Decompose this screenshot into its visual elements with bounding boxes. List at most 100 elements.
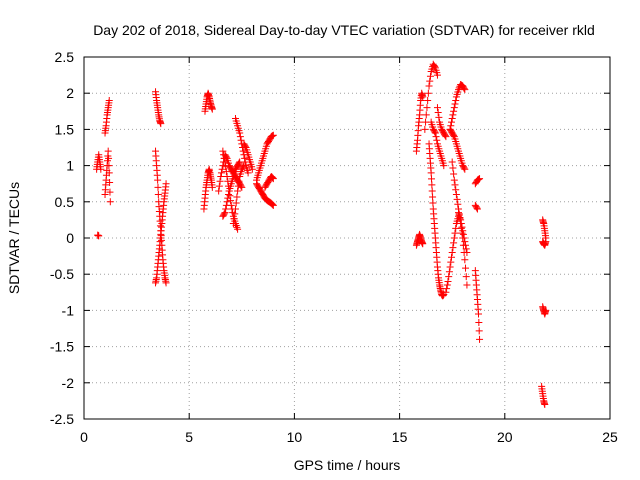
data-point (233, 193, 241, 201)
data-point (216, 177, 224, 185)
data-point (442, 133, 450, 141)
data-point (244, 169, 252, 177)
data-point (451, 229, 459, 237)
data-point (219, 147, 227, 155)
data-point (154, 176, 162, 184)
data-point (452, 96, 460, 104)
chart-title: Day 202 of 2018, Sidereal Day-to-day VTE… (93, 22, 595, 38)
data-point (215, 182, 223, 190)
data-point (443, 285, 451, 293)
data-point (453, 195, 461, 203)
data-point (269, 131, 277, 139)
data-point (541, 401, 549, 409)
data-point (448, 248, 456, 256)
y-tick-label: 1.5 (55, 121, 75, 137)
x-tick-label: 20 (497, 429, 513, 445)
data-point (223, 198, 231, 206)
y-tick-label: -2.5 (50, 411, 74, 427)
data-point (269, 201, 277, 209)
data-point (542, 238, 550, 246)
data-point (450, 234, 458, 242)
axis-ticks: 0 5 10 15 20 25 -2.5 -2 -1.5 -1 -0.5 0 0.5 1 1.5 2 2.5 (50, 49, 618, 445)
data-point (229, 220, 237, 228)
data-point (429, 199, 437, 207)
y-tick-label: 2.5 (55, 49, 75, 65)
data-point (221, 158, 229, 166)
data-point (462, 264, 470, 272)
data-point (450, 176, 458, 184)
data-point (269, 201, 277, 209)
data-point (220, 154, 228, 162)
data-point (222, 205, 230, 213)
data-point (224, 191, 232, 199)
data-point (105, 96, 113, 104)
data-point (461, 256, 469, 264)
data-point (221, 209, 229, 217)
data-point (449, 111, 457, 119)
data-point (97, 165, 105, 173)
data-point (236, 129, 244, 137)
data-point (154, 191, 162, 199)
data-point (237, 136, 245, 144)
data-point (449, 244, 457, 252)
data-point (106, 178, 114, 186)
x-tick-label: 10 (287, 429, 303, 445)
data-point (248, 165, 256, 173)
data-point (441, 131, 449, 139)
x-tick-label: 25 (602, 429, 618, 445)
data-point (435, 113, 443, 121)
data-point (476, 175, 484, 183)
data-point (462, 273, 470, 281)
data-point (443, 281, 451, 289)
data-point (426, 77, 434, 85)
data-point (473, 205, 481, 213)
data-point (445, 268, 453, 276)
data-point (220, 210, 228, 218)
data-point (433, 136, 441, 144)
grid-lines (84, 57, 610, 419)
data-point (234, 187, 242, 195)
data-point (268, 173, 276, 181)
data-point (450, 104, 458, 112)
data-point (223, 172, 231, 180)
data-point (451, 100, 459, 108)
data-point (442, 288, 450, 296)
data-point (447, 258, 455, 266)
data-point (422, 111, 430, 119)
data-point (269, 175, 277, 183)
data-point (234, 225, 242, 233)
data-point (475, 318, 483, 326)
data-point (463, 248, 471, 256)
data-point (231, 205, 239, 213)
data-point (452, 191, 460, 199)
data-point (444, 277, 452, 285)
data-point (157, 120, 165, 128)
data-point (463, 281, 471, 289)
data-point (162, 279, 170, 287)
data-point (241, 142, 249, 150)
data-point (419, 93, 427, 101)
data-point (542, 306, 550, 314)
data-point (425, 82, 433, 90)
data-point (475, 327, 483, 335)
data-point (462, 241, 470, 249)
y-axis-label: SDTVAR / TECUs (6, 182, 22, 294)
data-point (235, 177, 243, 185)
data-point (222, 168, 230, 176)
data-point (217, 169, 225, 177)
data-point (427, 169, 435, 177)
data-point (239, 147, 247, 155)
data-point (429, 193, 437, 201)
data-point (423, 104, 431, 112)
data-point (215, 187, 223, 195)
data-point (424, 89, 432, 97)
data-point (269, 174, 277, 182)
data-point (232, 199, 240, 207)
y-tick-label: 0 (66, 230, 74, 246)
data-point (235, 159, 243, 167)
y-tick-label: 1 (66, 158, 74, 174)
data-point (218, 165, 226, 173)
data-point (457, 220, 465, 228)
data-point (454, 200, 462, 208)
